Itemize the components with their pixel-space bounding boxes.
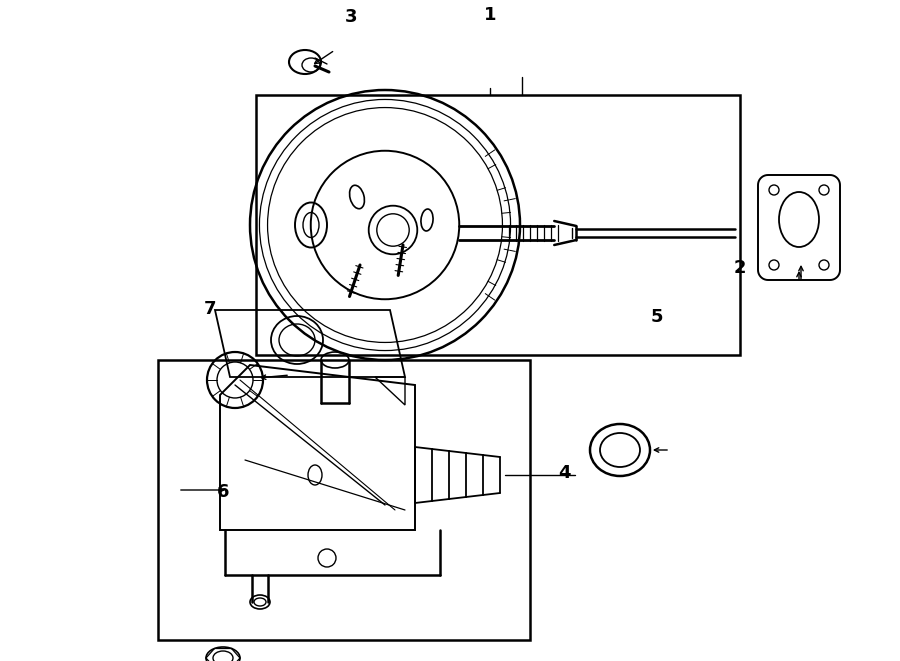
Text: 7: 7 xyxy=(203,300,216,319)
Text: 3: 3 xyxy=(345,7,357,26)
Text: 2: 2 xyxy=(734,258,746,277)
Bar xyxy=(256,95,740,355)
Text: 6: 6 xyxy=(217,483,230,502)
Text: 4: 4 xyxy=(558,463,571,482)
Text: 5: 5 xyxy=(651,308,663,327)
Text: 1: 1 xyxy=(484,5,497,24)
Bar xyxy=(158,360,530,640)
